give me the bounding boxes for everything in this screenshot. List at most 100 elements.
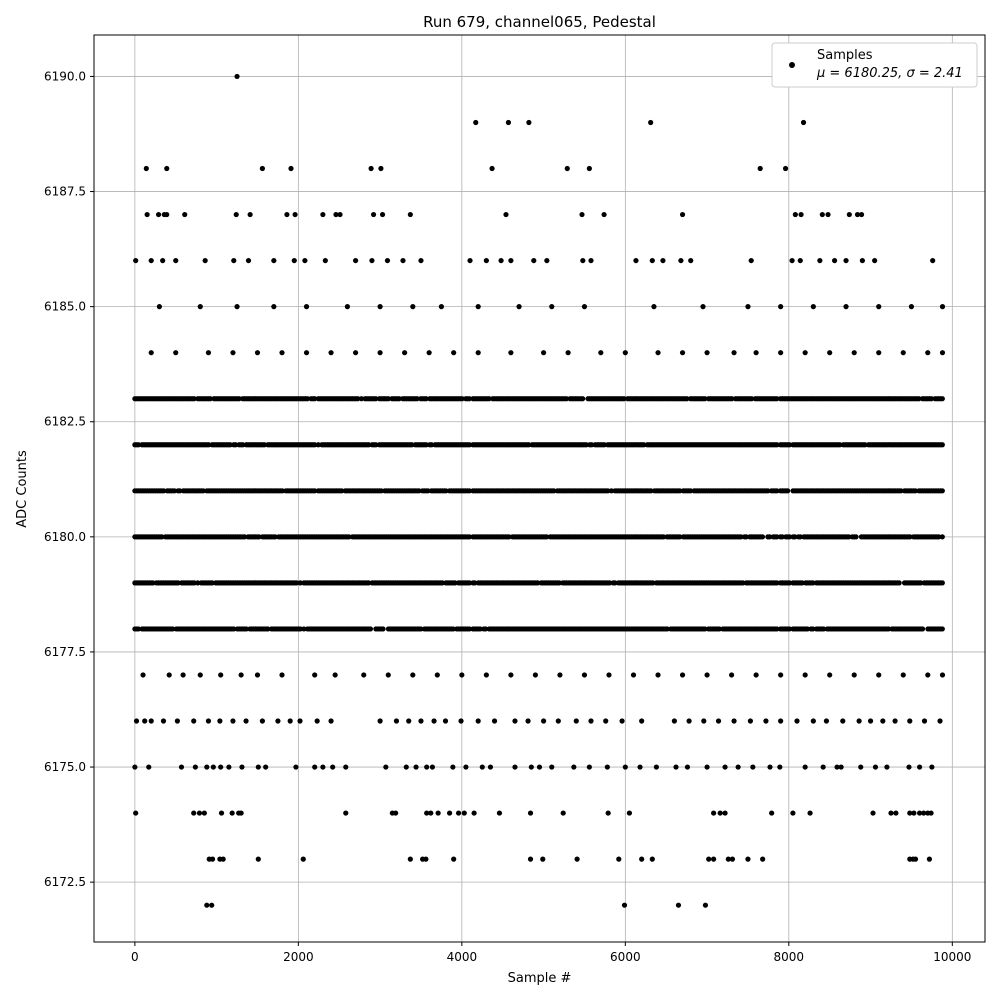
data-point [677, 534, 683, 540]
data-point [810, 304, 816, 310]
data-point [870, 810, 876, 816]
data-point [288, 165, 294, 172]
data-point [512, 718, 518, 724]
data-point [339, 488, 345, 494]
data-point [466, 442, 472, 448]
data-point [133, 718, 140, 724]
data-point [229, 810, 235, 816]
data-point [297, 626, 303, 632]
data-point [403, 764, 409, 770]
y-tick-label: 6175.0 [44, 760, 86, 774]
data-point [888, 810, 894, 816]
data-point [655, 350, 661, 356]
data-point [452, 580, 458, 586]
data-point [800, 119, 807, 126]
data-point [435, 810, 441, 816]
data-point [265, 626, 271, 632]
data-point [581, 304, 588, 310]
data-point [823, 718, 830, 724]
data-point [315, 442, 321, 448]
data-point [232, 442, 239, 448]
data-point [786, 534, 793, 540]
data-point [245, 257, 252, 264]
data-point [160, 718, 167, 724]
data-point [753, 672, 759, 678]
data-point [797, 534, 803, 540]
data-point [898, 488, 904, 494]
data-point [753, 350, 759, 356]
data-point [820, 764, 826, 770]
data-point [810, 626, 816, 632]
data-point [197, 304, 203, 310]
data-point [827, 350, 833, 356]
data-point [255, 764, 261, 770]
data-point [148, 257, 154, 264]
data-point [508, 350, 514, 356]
data-point [217, 718, 223, 724]
data-point [819, 211, 825, 218]
data-point [209, 902, 215, 908]
data-point [366, 442, 372, 448]
data-point [622, 764, 628, 770]
data-point [555, 718, 561, 724]
data-point [583, 442, 589, 448]
data-point [856, 718, 862, 724]
data-point [164, 211, 170, 218]
data-point [170, 626, 176, 632]
data-point [786, 626, 793, 632]
data-point [191, 718, 197, 724]
x-tick-label: 8000 [774, 950, 805, 964]
data-point [312, 672, 318, 678]
data-point [711, 810, 717, 816]
data-point [608, 488, 615, 494]
data-point [424, 810, 430, 816]
y-tick-label: 6185.0 [44, 300, 86, 314]
data-point [320, 764, 326, 770]
data-point [177, 488, 183, 494]
data-point [205, 718, 212, 724]
data-point [639, 718, 645, 724]
data-point [907, 718, 913, 724]
data-point [378, 165, 384, 172]
data-point [939, 304, 946, 310]
data-point [483, 672, 489, 678]
data-point [482, 626, 489, 632]
data-point [293, 764, 299, 770]
data-point [807, 810, 813, 816]
data-point [767, 534, 773, 540]
data-point [536, 764, 543, 770]
data-point [491, 718, 498, 724]
data-point [466, 626, 472, 632]
data-point [621, 902, 628, 908]
data-point [653, 764, 659, 770]
data-point [767, 764, 773, 770]
data-point [531, 257, 537, 264]
data-point [302, 257, 308, 264]
data-point [234, 73, 240, 80]
data-point [328, 718, 334, 724]
data-point [612, 580, 618, 586]
data-point [428, 442, 435, 448]
data-point [735, 764, 741, 770]
x-tick-label: 10000 [933, 950, 971, 964]
data-point [204, 902, 210, 908]
data-point [195, 580, 201, 586]
data-point [892, 718, 898, 724]
data-point [383, 764, 389, 770]
data-point [544, 534, 550, 540]
data-point [425, 488, 431, 494]
data-point [475, 304, 481, 310]
data-point [794, 718, 800, 724]
data-point [527, 810, 534, 816]
data-point [817, 257, 823, 264]
data-point [140, 672, 146, 678]
data-point [175, 580, 181, 586]
data-point [535, 580, 541, 586]
data-point [418, 257, 424, 264]
data-point [443, 488, 449, 494]
data-point [790, 810, 796, 816]
data-point [135, 442, 142, 448]
data-point [303, 350, 310, 356]
data-point [508, 672, 514, 678]
y-tick-label: 6177.5 [44, 645, 86, 659]
